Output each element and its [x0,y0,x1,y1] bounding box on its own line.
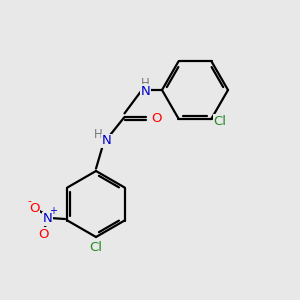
Text: N: N [102,134,111,148]
Text: H: H [141,76,150,90]
Text: H: H [94,128,103,141]
Text: +: + [49,206,57,216]
Text: O: O [38,227,49,241]
Text: O: O [29,202,40,215]
Text: N: N [43,212,53,226]
Text: Cl: Cl [213,115,226,128]
Text: N: N [141,85,150,98]
Text: Cl: Cl [89,241,103,254]
Text: O: O [151,112,161,125]
Text: -: - [27,196,31,206]
